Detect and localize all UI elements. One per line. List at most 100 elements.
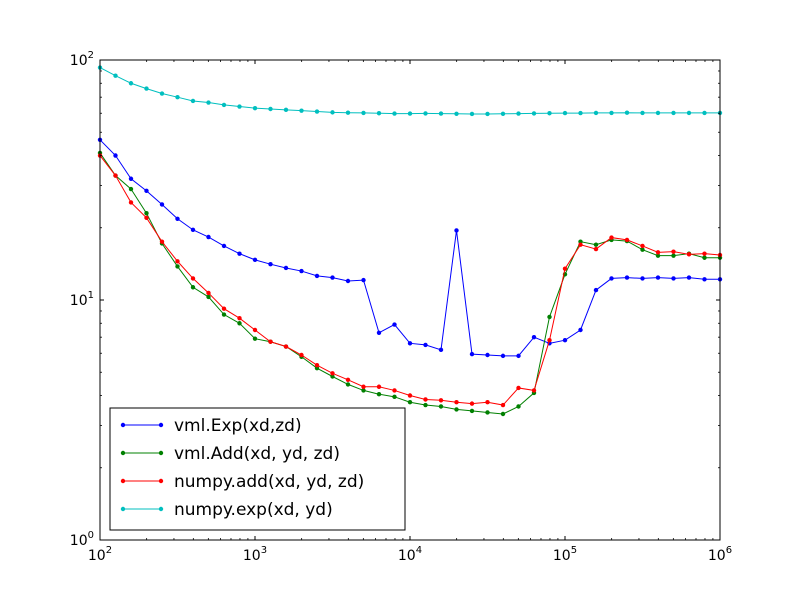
data-point: [438, 111, 444, 116]
data-point: [454, 400, 459, 405]
data-point: [268, 106, 273, 112]
data-point: [361, 277, 366, 283]
data-point: [345, 278, 351, 284]
data-point: [268, 339, 273, 344]
data-point: [376, 111, 382, 116]
series-line-1: [99, 152, 720, 415]
data-point: [423, 342, 428, 348]
legend-item: vml.Exp(xd,zd): [120, 416, 302, 436]
legend-label: numpy.add(xd, yd, zd): [174, 472, 364, 492]
data-point: [206, 290, 211, 296]
legend-marker: [120, 478, 126, 484]
series-line-3: [99, 67, 720, 115]
data-point: [128, 186, 134, 192]
data-point: [624, 110, 630, 115]
data-point: [547, 338, 552, 343]
data-point: [423, 402, 428, 408]
data-point: [562, 266, 568, 271]
legend-label: numpy.exp(xd, yd): [174, 500, 333, 520]
data-point: [438, 404, 444, 409]
data-point: [671, 110, 676, 116]
data-point: [206, 234, 211, 240]
data-point: [221, 306, 227, 311]
ticks-layer: 102 103 104 105 106 100 101 102: [70, 50, 732, 564]
data-point: [221, 312, 227, 317]
data-point: [252, 336, 258, 341]
series-line-0: [99, 139, 720, 357]
data-point: [392, 388, 397, 393]
data-point: [345, 110, 351, 115]
legend-item: numpy.add(xd, yd, zd): [120, 472, 364, 492]
legend-marker: [120, 450, 126, 456]
legend-marker: [120, 422, 126, 428]
data-point: [593, 110, 599, 116]
data-point: [454, 407, 459, 412]
legend-item: numpy.exp(xd, yd): [120, 500, 333, 520]
y-tick-label: 102: [70, 50, 94, 69]
data-point: [686, 252, 692, 257]
data-point: [237, 104, 242, 109]
data-point: [376, 384, 382, 389]
data-point: [531, 111, 537, 116]
data-point: [562, 338, 568, 343]
data-point: [113, 73, 118, 78]
series-2: [97, 153, 723, 408]
legend-marker: [120, 506, 126, 512]
data-point: [609, 276, 614, 281]
data-point: [578, 110, 583, 116]
data-point: [640, 243, 645, 249]
data-point: [299, 108, 304, 113]
data-point: [516, 404, 521, 409]
data-point: [144, 188, 149, 194]
data-point: [578, 242, 583, 247]
data-point: [392, 322, 397, 327]
data-point: [485, 352, 490, 358]
data-point: [190, 285, 196, 290]
x-tick-label: 106: [708, 545, 732, 564]
data-point: [469, 111, 475, 117]
data-point: [516, 353, 521, 359]
data-point: [423, 397, 428, 402]
data-point: [361, 384, 366, 389]
data-point: [299, 268, 304, 274]
legend-label: vml.Add(xd, yd, zd): [174, 444, 340, 464]
series-3: [97, 65, 723, 117]
data-point: [624, 237, 630, 243]
data-point: [516, 111, 521, 116]
data-point: [485, 410, 490, 415]
data-point: [237, 315, 242, 321]
data-point: [702, 110, 707, 116]
x-tick-label: 103: [243, 545, 267, 564]
data-point: [640, 276, 645, 281]
data-point: [221, 243, 227, 249]
data-point: [159, 239, 165, 244]
legend: vml.Exp(xd,zd) vml.Add(xd, yd, zd) numpy.a…: [109, 407, 406, 531]
data-point: [686, 110, 692, 116]
data-point: [252, 105, 258, 111]
legend-marker: [158, 422, 164, 428]
data-point: [469, 351, 475, 357]
data-point: [175, 264, 180, 269]
data-point: [593, 242, 599, 247]
y-tick-label: 101: [70, 290, 94, 309]
series-0: [97, 137, 723, 359]
data-point: [175, 94, 180, 100]
data-point: [547, 111, 552, 116]
data-point: [500, 411, 506, 417]
x-tick-label: 104: [398, 545, 422, 564]
data-point: [345, 382, 351, 387]
data-point: [655, 275, 661, 280]
data-point: [485, 400, 490, 405]
data-point: [423, 111, 428, 116]
data-point: [562, 110, 568, 116]
legend-marker: [158, 506, 164, 512]
legend-marker: [158, 478, 164, 484]
data-point: [283, 344, 289, 349]
data-point: [361, 388, 366, 393]
data-point: [655, 110, 661, 116]
data-point: [702, 255, 707, 260]
data-point: [283, 265, 289, 271]
data-point: [702, 277, 707, 282]
data-point: [640, 110, 645, 116]
